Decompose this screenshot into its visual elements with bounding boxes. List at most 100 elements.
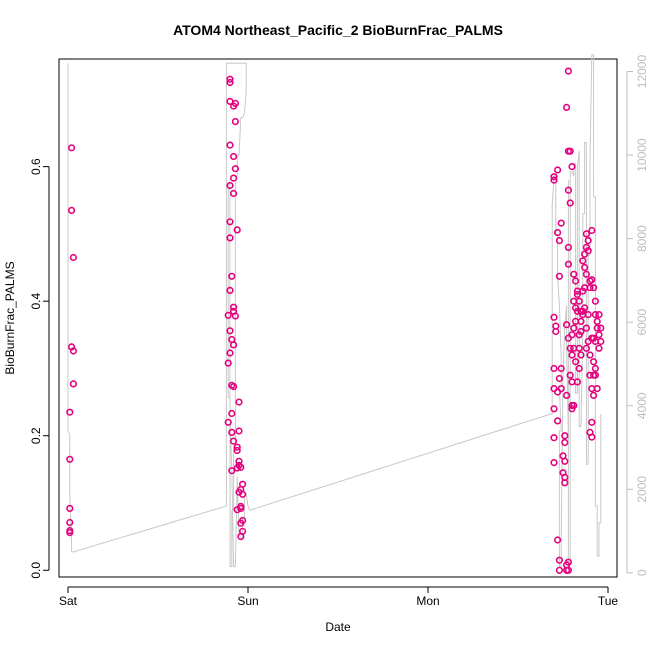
data-point [230, 152, 238, 161]
data-point [226, 141, 234, 149]
data-point [226, 286, 234, 295]
data-point [66, 408, 74, 416]
data-point [561, 432, 569, 440]
y2-tick-label: 0 [635, 569, 649, 576]
x-tick-label: Mon [416, 594, 439, 608]
data-point [573, 378, 582, 386]
data-point [568, 351, 576, 359]
data-point [66, 528, 74, 537]
data-point [237, 532, 245, 541]
y2-tick-label: 4000 [635, 392, 649, 419]
data-point [553, 166, 562, 174]
data-point [67, 144, 76, 152]
data-point [224, 311, 232, 319]
data-point [564, 186, 573, 194]
data-point [568, 163, 576, 171]
data-point [570, 270, 578, 278]
data-point [584, 311, 592, 319]
data-point [66, 504, 74, 513]
data-point [566, 199, 574, 207]
data-point [233, 464, 241, 472]
data-point [591, 371, 600, 379]
axes: Sat Sun Mon Tue 0.0 0.2 0.4 0.6 0 2000 4000 6000 800… [29, 55, 649, 608]
data-point [561, 479, 569, 487]
data-point [593, 385, 601, 393]
data-point [237, 504, 245, 513]
data-point [577, 351, 585, 359]
altitude-line [67, 54, 602, 568]
data-point [555, 566, 564, 574]
data-point [66, 455, 74, 463]
data-point [586, 284, 594, 292]
data-point [595, 311, 603, 319]
data-point [575, 344, 583, 352]
data-point [231, 99, 239, 107]
data-point [564, 67, 573, 75]
data-point [233, 226, 241, 234]
data-point [550, 364, 558, 373]
data-point [562, 321, 571, 329]
data-point [593, 317, 601, 326]
data-point [588, 226, 596, 235]
data-point [582, 324, 591, 332]
data-point [550, 459, 558, 467]
data-point [582, 344, 591, 352]
data-point [239, 490, 247, 498]
data-point [584, 237, 592, 245]
data-point [228, 428, 236, 437]
data-point [591, 297, 600, 305]
data-point [557, 385, 565, 393]
data-point [553, 417, 562, 425]
y2-tick-label: 12000 [635, 55, 649, 89]
data-point [550, 313, 558, 321]
data-point [230, 303, 238, 311]
data-point [235, 457, 243, 465]
data-point [553, 536, 562, 544]
x-tick-label: Tue [598, 594, 619, 608]
data-point [571, 358, 580, 366]
data-point [228, 409, 236, 418]
data-point [564, 566, 573, 574]
data-point [226, 234, 234, 242]
data-point [561, 457, 569, 465]
data-point [224, 418, 232, 426]
data-point [597, 337, 605, 346]
data-point [591, 364, 600, 373]
data-point [230, 341, 238, 349]
data-point [67, 206, 76, 214]
data-point [584, 247, 592, 255]
data-point [235, 398, 243, 406]
data-point [231, 312, 239, 320]
data-point [553, 229, 562, 237]
data-point [69, 347, 77, 355]
y-axis-label: BioBurnFrac_PALMS [3, 261, 17, 374]
data-point [588, 418, 596, 426]
data-point [561, 438, 569, 447]
data-point [568, 405, 576, 413]
data-point [233, 446, 241, 455]
data-point [589, 358, 598, 366]
data-point [557, 364, 565, 373]
data-point [226, 78, 234, 87]
plot-frame [58, 58, 618, 578]
data-point [573, 290, 582, 299]
data-point [582, 230, 591, 238]
data-point [564, 558, 573, 566]
x-axis-label: Date [325, 620, 351, 634]
data-point [226, 181, 234, 190]
data-point [230, 174, 238, 182]
data-point [550, 173, 558, 181]
y-tick-label: 0.4 [29, 293, 43, 310]
y2-tick-label: 2000 [635, 476, 649, 503]
data-point [575, 297, 583, 305]
data-point [233, 443, 241, 451]
data-point [550, 405, 558, 413]
data-point [589, 284, 598, 292]
scatter-series [66, 67, 605, 574]
data-point [580, 304, 589, 312]
data-point [555, 556, 564, 564]
data-point [588, 433, 596, 441]
data-point [552, 327, 560, 336]
data-point [555, 237, 564, 245]
